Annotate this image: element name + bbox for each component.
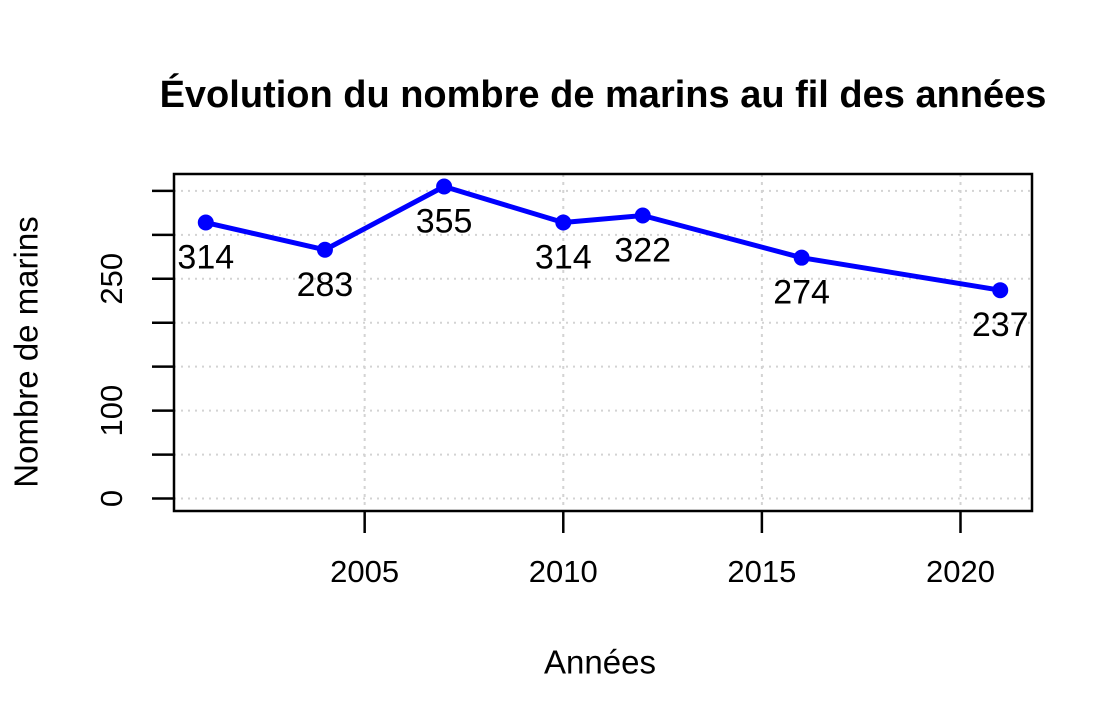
- data-point: [197, 214, 214, 231]
- x-tick-label: 2005: [330, 554, 399, 589]
- chart-title: Évolution du nombre de marins au fil des…: [159, 74, 1047, 116]
- data-point-label: 322: [614, 231, 671, 269]
- x-tick-label: 2010: [529, 554, 598, 589]
- data-point-label: 314: [177, 239, 234, 277]
- y-tick-label: 250: [94, 253, 129, 305]
- plot-border: [172, 172, 1034, 513]
- data-point: [793, 249, 810, 266]
- y-tick-label: 0: [94, 490, 129, 507]
- data-point-label: 237: [972, 306, 1029, 344]
- data-point: [634, 207, 651, 224]
- data-point: [436, 178, 453, 195]
- x-axis-title: Années: [544, 643, 656, 681]
- data-point-label: 274: [773, 274, 830, 312]
- data-point: [992, 282, 1009, 299]
- data-point: [555, 214, 572, 231]
- data-point-label: 314: [535, 239, 592, 277]
- data-point-label: 355: [416, 202, 473, 240]
- y-tick-label: 100: [94, 385, 129, 437]
- x-tick-label: 2015: [727, 554, 796, 589]
- data-point: [316, 241, 333, 258]
- x-tick-label: 2020: [926, 554, 995, 589]
- data-point-label: 283: [297, 266, 354, 304]
